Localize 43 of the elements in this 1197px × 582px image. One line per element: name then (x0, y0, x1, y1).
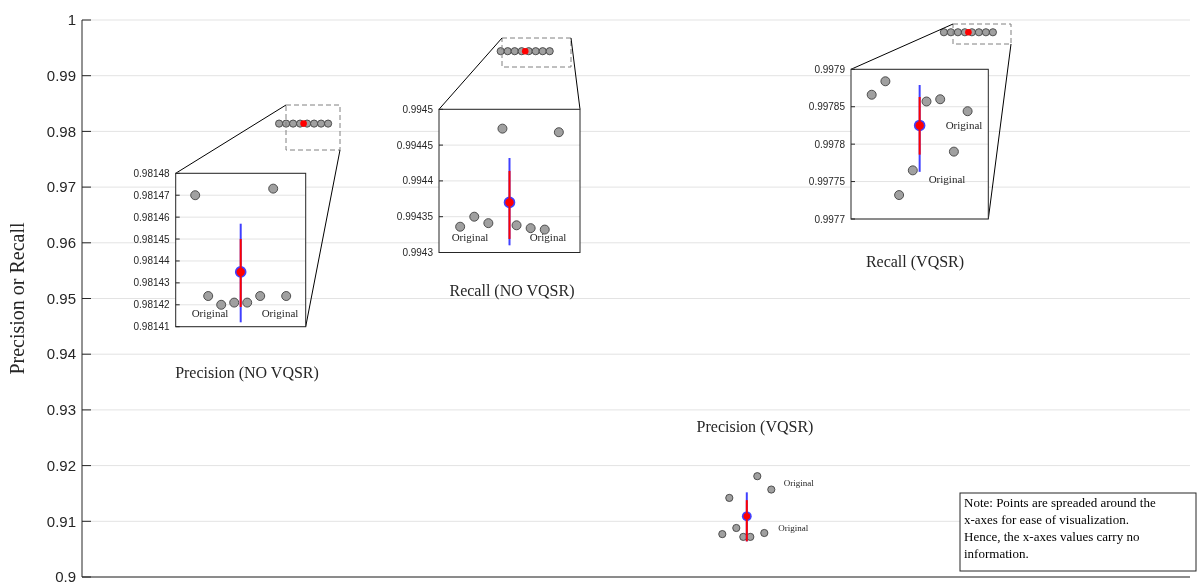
annotation: Original (928, 173, 966, 186)
annotation: Original (529, 230, 567, 243)
y-tick-label: 0.98141 (133, 321, 171, 333)
annotation: Original (945, 118, 983, 131)
y-tick-label: 0.98144 (133, 255, 171, 267)
y-tick-label: 0.92 (46, 456, 76, 474)
y-tick-label: 0.9 (55, 568, 76, 582)
annotation: Original (783, 477, 815, 488)
y-tick-label: 0.99 (46, 66, 76, 84)
annotation: Precision (VQSR) (696, 417, 814, 436)
y-tick-label: 0.98 (46, 122, 76, 140)
annotation: Precision (NO VQSR) (175, 363, 319, 382)
y-tick-label: 0.91 (46, 512, 76, 530)
y-tick-label: 0.98146 (133, 211, 171, 223)
y-tick-label: 0.95 (46, 289, 76, 307)
y-tick-label: 1 (67, 11, 76, 29)
annotation: Recall (VQSR) (865, 252, 965, 271)
y-tick-label: 0.99445 (396, 139, 434, 151)
y-tick-label: 0.98143 (133, 277, 171, 289)
y-tick-label: 0.97 (46, 178, 76, 196)
annotation: Original (261, 307, 299, 320)
y-tick-label: 0.99435 (396, 211, 434, 223)
y-tick-label: 0.9977 (814, 213, 846, 225)
y-tick-label: 0.94 (46, 345, 76, 363)
y-tick-label: 0.9943 (402, 247, 434, 258)
y-tick-label: 0.99775 (808, 176, 846, 188)
y-tick-label: 0.9945 (402, 103, 434, 115)
y-tick-label: 0.9944 (402, 175, 434, 187)
annotation: Original (778, 523, 809, 534)
y-tick-label: 0.9979 (814, 63, 846, 75)
annotation: Original (451, 230, 489, 243)
y-axis-title: Precision or Recall (6, 221, 28, 375)
annotation: Note: Points are spreaded around the x-axes for ease of visualization. Hence, the x-axes values carry no information. (964, 495, 1156, 561)
y-tick-label: 0.98142 (133, 299, 171, 311)
y-tick-label: 0.98145 (133, 233, 171, 245)
y-tick-label: 0.98148 (133, 167, 171, 179)
annotation: Original (191, 307, 229, 320)
y-tick-label: 0.99785 (808, 101, 846, 113)
annotation: Recall (NO VQSR) (449, 281, 575, 300)
y-tick-label: 0.96 (46, 234, 76, 252)
y-tick-label: 0.9978 (814, 138, 846, 150)
y-tick-label: 0.93 (46, 401, 76, 419)
y-tick-label: 0.98147 (133, 189, 171, 201)
